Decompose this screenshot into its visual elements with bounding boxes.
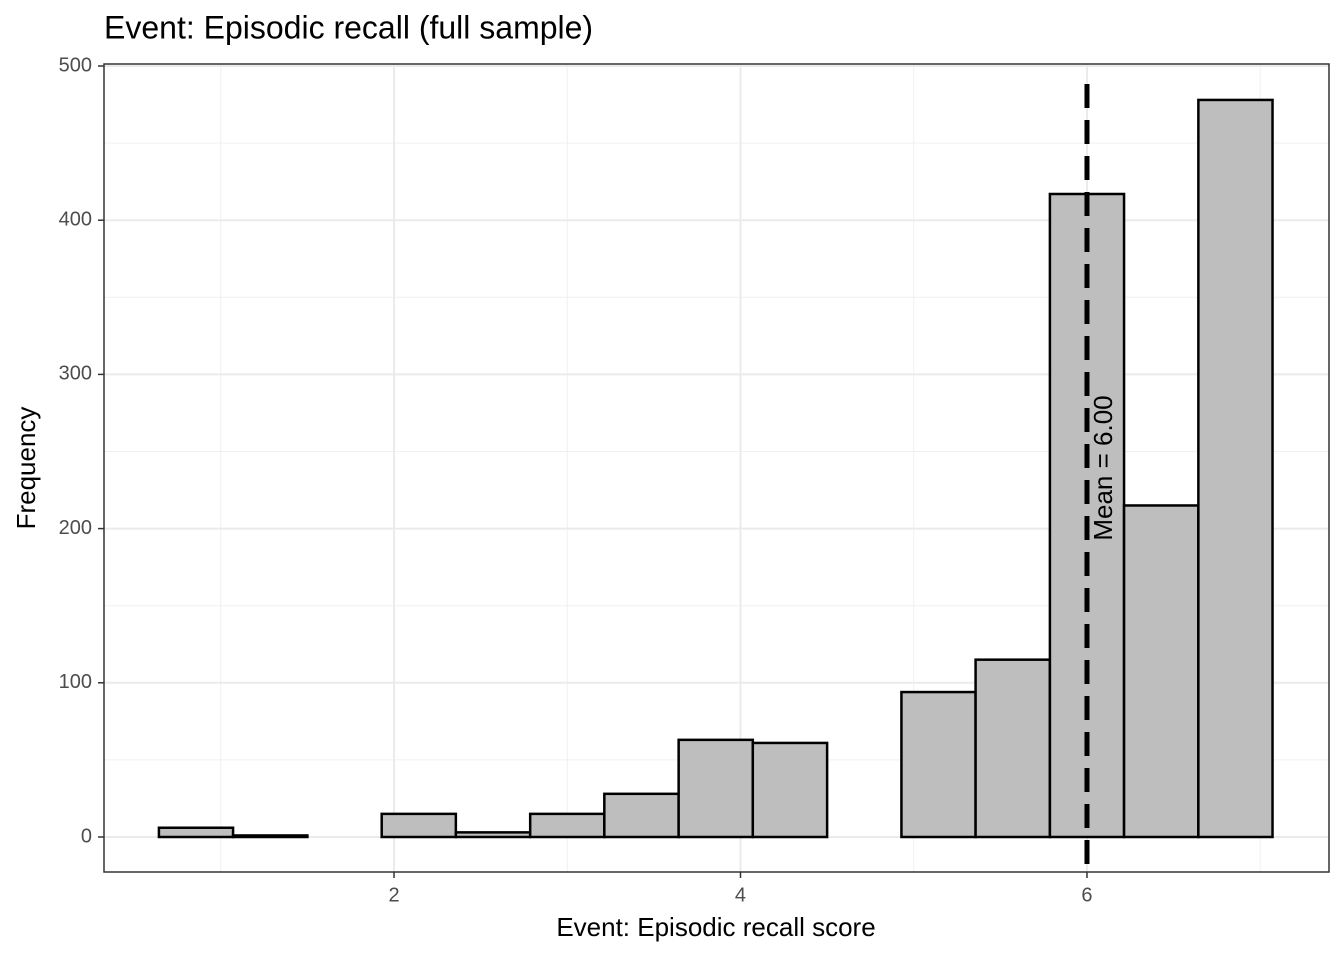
y-tick-label: 0 [81, 825, 92, 847]
x-tick-label: 6 [1081, 884, 1092, 906]
chart-title: Event: Episodic recall (full sample) [104, 9, 593, 45]
x-tick-label: 2 [388, 884, 399, 906]
y-tick-label: 400 [59, 208, 92, 230]
bar [157, 826, 235, 839]
plot-border [103, 63, 1330, 873]
y-axis-label: Frequency [11, 407, 41, 530]
bar [454, 831, 532, 839]
bar [380, 812, 458, 839]
bar [528, 812, 606, 839]
bar [1122, 504, 1200, 839]
y-tick-label: 200 [59, 517, 92, 539]
y-tick-label: 300 [59, 363, 92, 385]
bar [900, 690, 977, 839]
y-tick-label: 100 [59, 671, 92, 693]
y-tick-label: 500 [59, 54, 92, 76]
x-axis-label: Event: Episodic recall score [556, 912, 875, 942]
bar [974, 658, 1052, 839]
bar [1197, 98, 1274, 839]
x-tick-label: 4 [735, 884, 746, 906]
bar [751, 741, 829, 839]
bar [603, 792, 680, 839]
bar [677, 738, 755, 839]
mean-annotation: Mean = 6.00 [1088, 395, 1118, 540]
bar [231, 834, 309, 839]
